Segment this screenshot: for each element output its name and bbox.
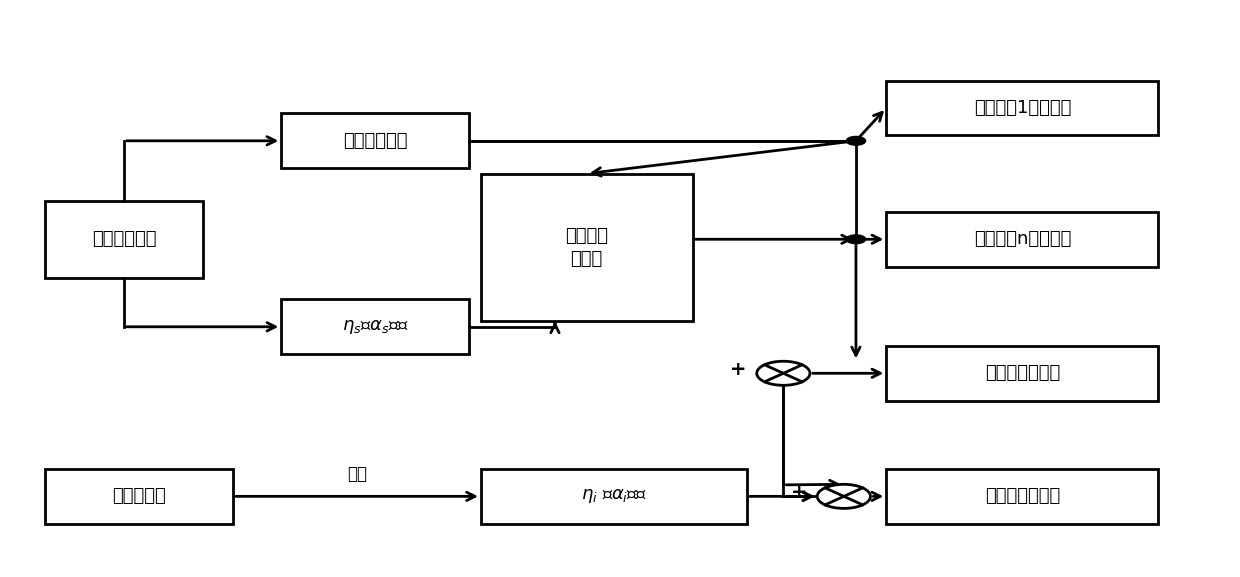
FancyBboxPatch shape: [45, 469, 233, 524]
Circle shape: [756, 361, 810, 385]
FancyBboxPatch shape: [887, 469, 1158, 524]
Circle shape: [817, 484, 870, 508]
FancyBboxPatch shape: [887, 81, 1158, 136]
FancyBboxPatch shape: [887, 212, 1158, 267]
Text: +: +: [730, 360, 746, 379]
Text: 高压侧谐波检测: 高压侧谐波检测: [985, 488, 1060, 505]
FancyBboxPatch shape: [481, 174, 693, 321]
Text: 馈线支路1谐波检测: 馈线支路1谐波检测: [973, 99, 1071, 117]
FancyBboxPatch shape: [887, 346, 1158, 400]
FancyBboxPatch shape: [281, 299, 469, 354]
FancyBboxPatch shape: [481, 469, 746, 524]
Circle shape: [846, 136, 866, 145]
Text: 折算: 折算: [347, 464, 367, 483]
Text: $\eta_i$ 和$\alpha_i$因子: $\eta_i$ 和$\alpha_i$因子: [580, 488, 647, 505]
Text: $\eta_s$和$\alpha_s$组合: $\eta_s$和$\alpha_s$组合: [341, 318, 408, 336]
FancyBboxPatch shape: [45, 201, 202, 278]
FancyBboxPatch shape: [281, 114, 469, 168]
Text: 变压器影响: 变压器影响: [112, 488, 166, 505]
Text: 海量检测样本: 海量检测样本: [92, 230, 156, 248]
Text: 低压侧谐波检测: 低压侧谐波检测: [985, 364, 1060, 383]
Text: 特征车型
知识库: 特征车型 知识库: [565, 227, 609, 268]
Text: 馈线支路n谐波检测: 馈线支路n谐波检测: [973, 230, 1071, 248]
Text: +: +: [791, 484, 807, 502]
Circle shape: [846, 235, 866, 243]
Text: 车型谐波特征: 车型谐波特征: [342, 132, 407, 150]
